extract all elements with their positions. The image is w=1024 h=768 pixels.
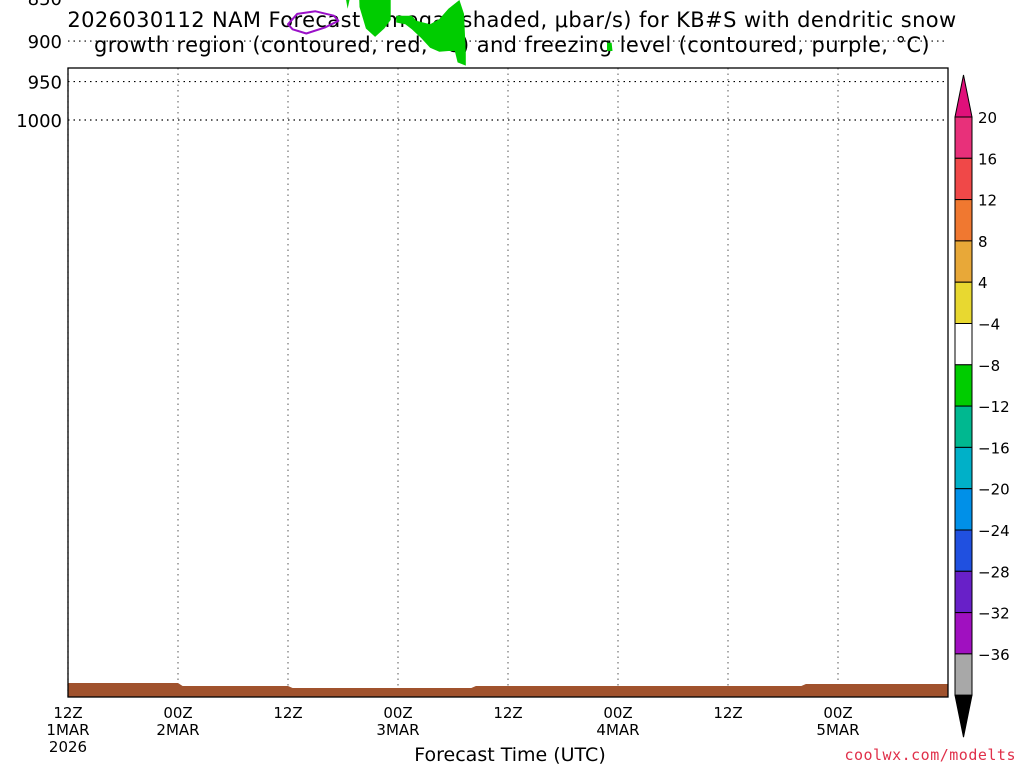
colorbar-label-13: −36 <box>978 646 1010 664</box>
x-tick-label-0-1: 1MAR <box>46 721 89 739</box>
omega-region-2 <box>359 0 391 37</box>
x-tick-label-36-0: 00Z <box>383 704 412 722</box>
x-tick-label-0-2: 2026 <box>49 738 87 756</box>
colorbar-label-2: 12 <box>978 192 997 210</box>
colorbar-label-3: 8 <box>978 233 988 251</box>
x-tick-label-84-1: 5MAR <box>816 721 859 739</box>
colorbar-swatch-6 <box>954 364 973 407</box>
chart-title-line-1: 2026030112 NAM Forecast Omega (shaded, μ… <box>67 8 957 32</box>
colorbar-label-12: −32 <box>978 605 1010 623</box>
chart-title-line-2: growth region (contoured, red, °C) and f… <box>94 33 930 57</box>
x-tick-label-12-0: 00Z <box>163 704 192 722</box>
colorbar-swatch-2 <box>954 199 973 242</box>
colorbar-label-10: −24 <box>978 522 1010 540</box>
axes: 2503003504004505005506006507007508008509… <box>16 0 949 756</box>
colorbar-label-4: 4 <box>978 274 988 292</box>
x-tick-label-48-0: 12Z <box>493 704 522 722</box>
y-tick-label-900: 900 <box>28 32 62 53</box>
surface-terrain-band <box>68 683 948 697</box>
colorbar-label-9: −20 <box>978 481 1010 499</box>
colorbar-swatch-10 <box>954 529 973 572</box>
plot-frame <box>67 67 949 698</box>
x-tick-label-60-0: 00Z <box>603 704 632 722</box>
colorbar-swatch-13 <box>954 653 973 696</box>
colorbar: 20 16 12 8 4 −4 −8 −12 −16 −20 −24 −28 −32 −36 <box>954 74 1010 738</box>
colorbar-label-1: 16 <box>978 150 997 168</box>
isotherm-line-3 <box>287 10 340 35</box>
colorbar-swatch-0 <box>954 116 973 159</box>
isotherm-contours: -18-18-18-18-12-12-12000 <box>287 10 340 35</box>
colorbar-label-5: −4 <box>978 316 1000 334</box>
x-axis-label: Forecast Time (UTC) <box>414 744 606 766</box>
colorbar-swatch-7 <box>954 405 973 448</box>
credit-text[interactable]: coolwx.com/modelts <box>844 746 1016 764</box>
colorbar-swatch-1 <box>954 157 973 201</box>
colorbar-label-8: −16 <box>978 439 1010 457</box>
y-tick-label-1000: 1000 <box>16 111 62 132</box>
colorbar-bottom-arrow <box>954 694 973 738</box>
x-tick-label-72-0: 12Z <box>713 704 742 722</box>
colorbar-swatch-3 <box>954 240 973 283</box>
colorbar-swatch-9 <box>954 488 973 531</box>
y-tick-label-950: 950 <box>28 73 62 94</box>
colorbar-top-arrow <box>954 74 973 118</box>
x-tick-label-84-0: 00Z <box>823 704 852 722</box>
x-tick-label-0-0: 12Z <box>53 704 82 722</box>
colorbar-swatch-4 <box>954 281 973 325</box>
y-tick-label-850: 850 <box>28 0 62 10</box>
x-tick-label-12-1: 2MAR <box>156 721 199 739</box>
colorbar-swatch-5 <box>954 323 973 366</box>
grid-lines <box>67 40 948 697</box>
omega-region-5 <box>607 42 613 51</box>
colorbar-swatch-11 <box>954 570 973 614</box>
colorbar-label-6: −8 <box>978 357 1000 375</box>
x-tick-label-60-1: 4MAR <box>596 721 639 739</box>
colorbar-label-11: −28 <box>978 563 1010 581</box>
x-tick-label-36-1: 3MAR <box>376 721 419 739</box>
colorbar-swatch-12 <box>954 612 973 655</box>
omega-region-3 <box>346 0 350 9</box>
surface-terrain <box>68 683 948 697</box>
colorbar-label-0: 20 <box>978 109 997 127</box>
omega-shaded-regions <box>346 0 613 66</box>
colorbar-swatch-8 <box>954 446 973 490</box>
colorbar-label-7: −12 <box>978 398 1010 416</box>
x-tick-label-24-0: 12Z <box>273 704 302 722</box>
omega-region-4 <box>396 0 466 66</box>
